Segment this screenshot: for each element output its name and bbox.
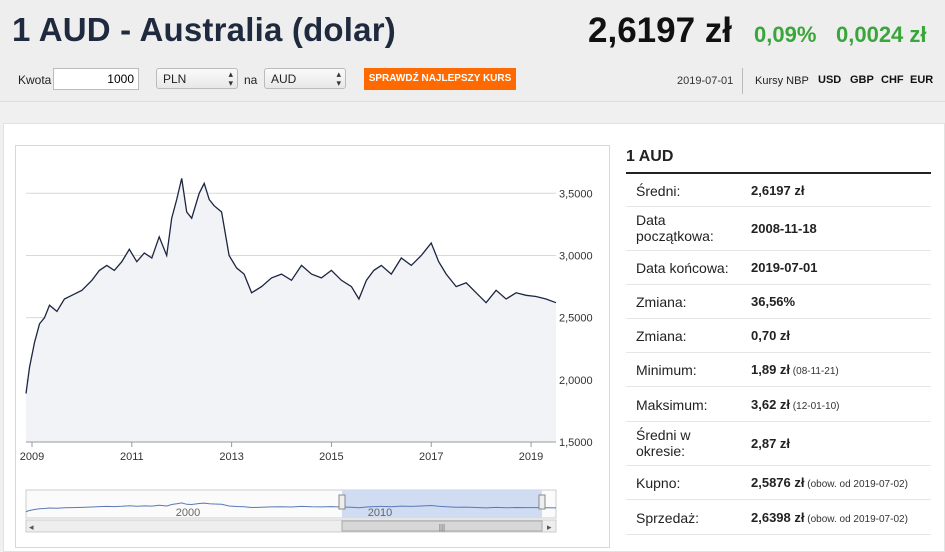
- navigator-line: [25, 502, 557, 513]
- info-row-value: 3,62 zł (12-01-10): [751, 397, 840, 412]
- navigator-handle[interactable]: [338, 494, 346, 510]
- navigator-handle[interactable]: [538, 494, 546, 510]
- currency-link-chf[interactable]: CHF: [881, 74, 904, 86]
- info-row-value: 2,5876 zł (obow. od 2019-07-02): [751, 475, 908, 490]
- x-tick-label: 2015: [319, 451, 343, 463]
- info-row-value: 2,6398 zł (obow. od 2019-07-02): [751, 510, 908, 525]
- currency-link-gbp[interactable]: GBP: [850, 74, 874, 86]
- navigator-tick-label: 2010: [368, 507, 392, 519]
- series-line: [25, 178, 557, 394]
- info-row-label: Średni w okresie:: [636, 427, 691, 459]
- info-row-label: Data początkowa:: [636, 212, 714, 244]
- info-row-label: Minimum:: [636, 362, 697, 378]
- change-percent: 0,09%: [754, 22, 817, 47]
- nbp-rates-link[interactable]: Kursy NBP: [755, 75, 809, 87]
- na-label: na: [244, 73, 258, 87]
- x-tick-label: 2011: [120, 451, 144, 463]
- x-tick-label: 2019: [519, 451, 543, 463]
- y-tick-label: 3,0000: [559, 250, 593, 262]
- scrollbar-grip-icon: |||: [439, 523, 445, 532]
- scroll-left-icon[interactable]: ◂: [29, 522, 34, 532]
- info-row: Zmiana: 0,70 zł: [626, 319, 931, 353]
- current-rate: 2,6197 zł: [588, 11, 732, 50]
- amount-input[interactable]: [53, 68, 139, 90]
- y-tick-label: 2,0000: [559, 375, 593, 387]
- x-tick-label: 2017: [419, 451, 443, 463]
- navigator-selection: [342, 490, 542, 518]
- chart-svg[interactable]: 1,5000 2,0000 2,5000 3,0000 3,5000 2009 2011 20…: [16, 146, 611, 549]
- info-row-value: 2019-07-01: [751, 260, 818, 275]
- y-tick-label: 2,5000: [559, 313, 593, 325]
- header-bar: 1 AUD - Australia (dolar) 2,6197 zł 0,09…: [0, 0, 945, 102]
- info-row-value: 2,6197 zł: [751, 183, 805, 198]
- to-currency-value: AUD: [271, 72, 297, 86]
- info-row-value: 0,70 zł: [751, 328, 791, 343]
- navigator-tick-label: 2000: [176, 507, 200, 519]
- info-row: Średni w okresie: 2,87 zł: [626, 422, 931, 466]
- info-table: 1 AUD Średni: 2,6197 zł Data początkowa: 20…: [626, 145, 931, 535]
- info-row-label: Maksimum:: [636, 397, 708, 413]
- info-row: Kupno: 2,5876 zł (obow. od 2019-07-02): [626, 466, 931, 500]
- change-absolute: 0,0024 zł: [836, 22, 927, 47]
- y-tick-label: 1,5000: [559, 437, 593, 449]
- page-title: 1 AUD - Australia (dolar): [12, 11, 396, 48]
- info-row-label: Zmiana:: [636, 294, 687, 310]
- x-tick-label: 2009: [20, 451, 44, 463]
- check-best-rate-button[interactable]: SPRAWDŹ NAJLEPSZY KURS: [364, 68, 516, 90]
- info-row: Zmiana: 36,56%: [626, 285, 931, 319]
- series-area: [26, 178, 556, 442]
- info-row-value: 2008-11-18: [751, 221, 817, 236]
- info-row-label: Zmiana:: [636, 328, 687, 344]
- info-row: Sprzedaż: 2,6398 zł (obow. od 2019-07-02): [626, 500, 931, 535]
- info-row: Data początkowa: 2008-11-18: [626, 207, 931, 251]
- info-row-value: 36,56%: [751, 294, 796, 309]
- from-currency-value: PLN: [163, 72, 187, 86]
- divider: [742, 68, 743, 94]
- y-tick-label: 3,5000: [559, 188, 593, 200]
- info-row-label: Sprzedaż:: [636, 510, 700, 526]
- info-row-label: Kupno:: [636, 475, 681, 491]
- info-row: Średni: 2,6197 zł: [626, 174, 931, 207]
- info-row: Minimum: 1,89 zł (08-11-21): [626, 353, 931, 387]
- rate-date: 2019-07-01: [677, 75, 734, 87]
- currency-link-usd[interactable]: USD: [818, 74, 842, 86]
- scrollbar-thumb[interactable]: [341, 520, 543, 532]
- amount-label: Kwota: [18, 73, 52, 87]
- rate-chart[interactable]: 1,5000 2,0000 2,5000 3,0000 3,5000 2009 2011 20…: [15, 145, 610, 548]
- to-currency-select[interactable]: AUD ▴ ▾: [264, 68, 346, 89]
- info-row: Data końcowa: 2019-07-01: [626, 251, 931, 285]
- info-row-label: Średni:: [636, 183, 681, 199]
- from-currency-select[interactable]: PLN ▴ ▾: [156, 68, 238, 89]
- info-row-value: 1,89 zł (08-11-21): [751, 362, 839, 377]
- scroll-right-icon[interactable]: ▸: [547, 522, 552, 532]
- info-title: 1 AUD: [626, 145, 931, 174]
- info-row-value: 2,87 zł: [751, 436, 791, 451]
- select-arrows-icon: ▴ ▾: [336, 69, 341, 88]
- info-row: Maksimum: 3,62 zł (12-01-10): [626, 387, 931, 422]
- currency-link-eur[interactable]: EUR: [910, 74, 934, 86]
- info-row-label: Data końcowa:: [636, 260, 729, 276]
- x-tick-label: 2013: [219, 451, 243, 463]
- select-arrows-icon: ▴ ▾: [228, 69, 233, 88]
